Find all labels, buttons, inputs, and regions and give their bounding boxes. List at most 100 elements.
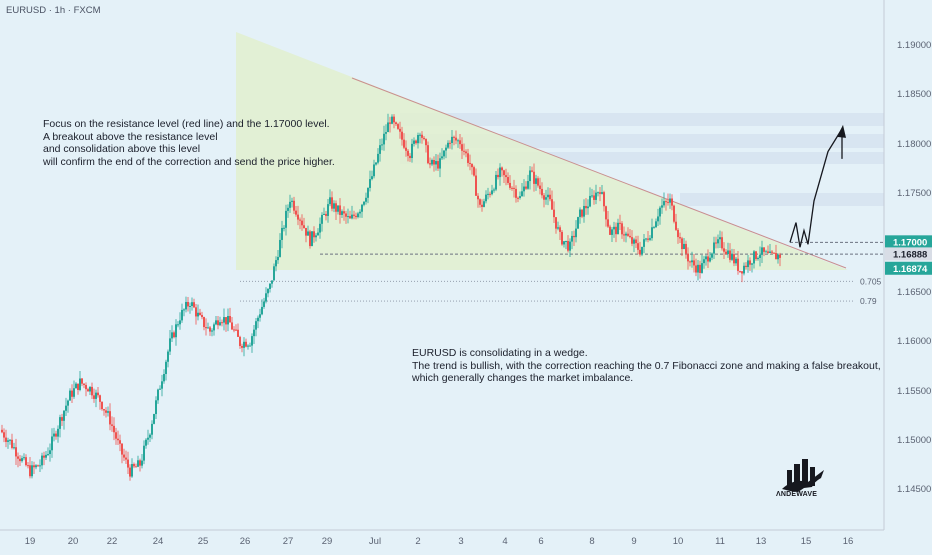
price-tag-box	[885, 235, 932, 249]
candle-body	[299, 219, 301, 221]
price-tag-label: 1.16888	[893, 249, 927, 260]
candle-body	[775, 253, 777, 260]
candle-body	[135, 466, 137, 468]
candle-body	[489, 193, 491, 195]
candle-body	[503, 170, 505, 176]
candle-body	[211, 330, 213, 332]
candle-body	[37, 465, 39, 467]
candle-body	[491, 190, 493, 195]
candle-body	[115, 432, 117, 439]
y-tick-label: 1.19000	[897, 40, 931, 51]
candle-body	[777, 254, 779, 260]
candle-body	[213, 324, 215, 331]
candle-body	[333, 203, 335, 209]
candle-body	[517, 197, 519, 199]
candle-body	[5, 437, 7, 442]
candle-body	[85, 384, 87, 390]
candle-body	[127, 459, 129, 468]
candle-body	[279, 239, 281, 257]
candle-body	[569, 241, 571, 251]
candle-body	[565, 240, 567, 242]
candle-body	[143, 445, 145, 461]
time-axis: 19 20 22 24 25 26 27 29 Jul 2 3 4 6 8 9 10 11 13 15 16	[25, 536, 854, 547]
candle-body	[773, 252, 775, 254]
candle-body	[597, 192, 599, 194]
candle-body	[331, 197, 333, 209]
candle-body	[137, 460, 139, 467]
candle-body	[747, 260, 749, 268]
candle-body	[745, 265, 747, 268]
candle-body	[159, 388, 161, 390]
candle-body	[403, 139, 405, 148]
y-tick-label: 1.17500	[897, 188, 931, 199]
candle-body	[129, 467, 131, 477]
candle-body	[453, 136, 455, 138]
candle-body	[177, 324, 179, 326]
candle-body	[389, 122, 391, 124]
candle-body	[483, 201, 485, 207]
candle-body	[119, 440, 121, 444]
candle-body	[225, 317, 227, 325]
candle-body	[687, 253, 689, 262]
candle-body	[637, 243, 639, 250]
candle-body	[153, 414, 155, 424]
candle-body	[627, 233, 629, 236]
candle-body	[553, 209, 555, 218]
candle-body	[157, 389, 159, 401]
candle-body	[227, 316, 229, 325]
candle-body	[759, 254, 761, 258]
x-tick-label: 10	[673, 536, 684, 547]
candle-body	[145, 439, 147, 446]
candle-body	[307, 231, 309, 236]
x-tick-label: 27	[283, 536, 294, 547]
candle-body	[625, 233, 627, 236]
candle-body	[293, 200, 295, 211]
x-tick-label: Jul	[369, 536, 381, 547]
candle-body	[417, 135, 419, 144]
candle-body	[271, 280, 273, 284]
candle-body	[613, 226, 615, 230]
candle-body	[531, 170, 533, 172]
candle-body	[585, 205, 587, 209]
candle-body	[197, 312, 199, 317]
candle-body	[537, 178, 539, 186]
candle-body	[587, 206, 589, 209]
candle-body	[315, 235, 317, 238]
candle-body	[763, 247, 765, 252]
candle-body	[761, 247, 763, 255]
candle-body	[729, 250, 731, 260]
candle-body	[449, 142, 451, 144]
candle-body	[139, 460, 141, 466]
candle-body	[99, 395, 101, 402]
candle-body	[357, 213, 359, 218]
candle-body	[691, 260, 693, 263]
x-tick-label: 13	[756, 536, 767, 547]
candle-body	[701, 263, 703, 273]
candle-body	[353, 214, 355, 216]
candle-body	[253, 329, 255, 337]
fib-level-label: 0.705	[860, 276, 882, 286]
wedge-note: EURUSD is consolidating in a wedge. The …	[412, 347, 881, 384]
candle-body	[131, 464, 133, 477]
candle-body	[605, 206, 607, 220]
candle-body	[617, 222, 619, 235]
candle-body	[363, 201, 365, 205]
candle-body	[399, 128, 401, 132]
candle-body	[385, 132, 387, 134]
candle-body	[463, 150, 465, 152]
candle-body	[51, 436, 53, 451]
candle-body	[7, 440, 9, 442]
candle-body	[165, 361, 167, 375]
candle-body	[291, 200, 293, 202]
candle-body	[595, 192, 597, 200]
candle-body	[529, 170, 531, 182]
candle-body	[593, 195, 595, 200]
candle-body	[195, 307, 197, 317]
candle-body	[335, 203, 337, 212]
candle-body	[657, 216, 659, 222]
candle-body	[301, 220, 303, 226]
candle-body	[393, 116, 395, 123]
candle-body	[767, 251, 769, 253]
candle-body	[275, 260, 277, 267]
